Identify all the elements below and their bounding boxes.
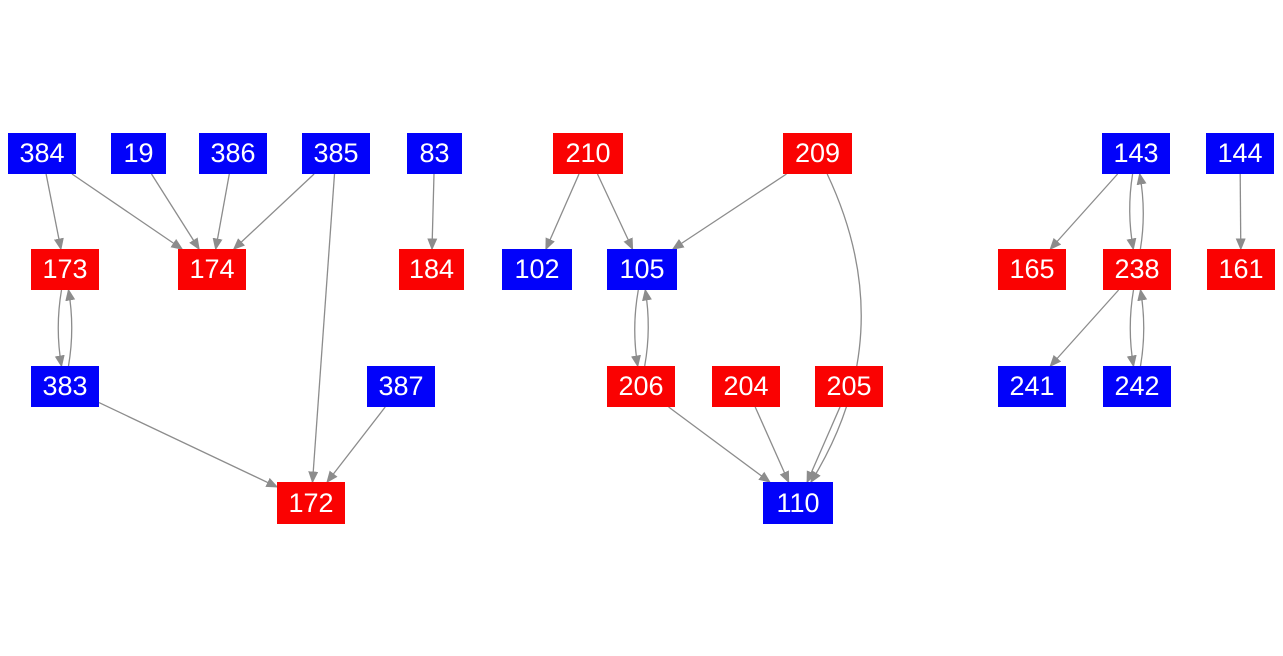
node-144: 144 — [1206, 133, 1274, 174]
edge-238-143 — [1136, 172, 1147, 250]
edge-387-172 — [326, 406, 386, 484]
edge-238-242 — [1126, 289, 1137, 368]
node-383: 383 — [31, 366, 99, 407]
node-172: 172 — [277, 482, 345, 524]
edge-383-173 — [65, 288, 76, 367]
node-386: 386 — [199, 133, 267, 174]
edge-group — [45, 172, 1246, 488]
node-184: 184 — [399, 249, 464, 290]
node-105: 105 — [607, 249, 677, 290]
node-165: 165 — [998, 249, 1066, 290]
node-83: 83 — [407, 133, 462, 174]
edge-143-165 — [1049, 173, 1119, 251]
node-19: 19 — [111, 133, 166, 174]
edge-205-110 — [806, 406, 841, 484]
node-385: 385 — [302, 133, 370, 174]
edge-242-238 — [1137, 288, 1148, 367]
node-205: 205 — [815, 366, 883, 407]
edge-204-110 — [754, 406, 790, 484]
node-110: 110 — [763, 482, 833, 524]
edge-144-161 — [1235, 173, 1246, 251]
node-241: 241 — [998, 366, 1066, 407]
edge-383-172 — [98, 402, 279, 488]
node-161: 161 — [1207, 249, 1275, 290]
node-174: 174 — [178, 249, 246, 290]
edge-206-105 — [642, 288, 652, 367]
node-173: 173 — [31, 249, 99, 290]
node-387: 387 — [367, 366, 435, 407]
edge-206-110 — [668, 406, 771, 483]
edge-210-105 — [596, 173, 634, 251]
edge-83-184 — [427, 173, 438, 251]
edge-386-174 — [212, 173, 230, 251]
edge-209-110 — [810, 173, 862, 484]
edge-384-174 — [71, 173, 184, 250]
node-384: 384 — [8, 133, 76, 174]
node-204: 204 — [712, 366, 780, 407]
node-242: 242 — [1103, 366, 1171, 407]
edge-385-172 — [308, 173, 336, 484]
edge-384-173 — [45, 173, 64, 251]
edge-143-238 — [1126, 173, 1137, 251]
node-143: 143 — [1102, 133, 1170, 174]
edge-385-174 — [232, 173, 315, 251]
node-102: 102 — [502, 249, 572, 290]
edge-173-383 — [54, 289, 65, 368]
edge-210-102 — [545, 173, 580, 251]
node-210: 210 — [553, 133, 623, 174]
node-238: 238 — [1103, 249, 1171, 290]
edge-238-241 — [1049, 289, 1120, 368]
edge-209-105 — [671, 173, 787, 250]
edge-105-206 — [631, 289, 641, 368]
edge-19-174 — [150, 173, 200, 251]
node-209: 209 — [783, 133, 852, 174]
node-206: 206 — [607, 366, 675, 407]
